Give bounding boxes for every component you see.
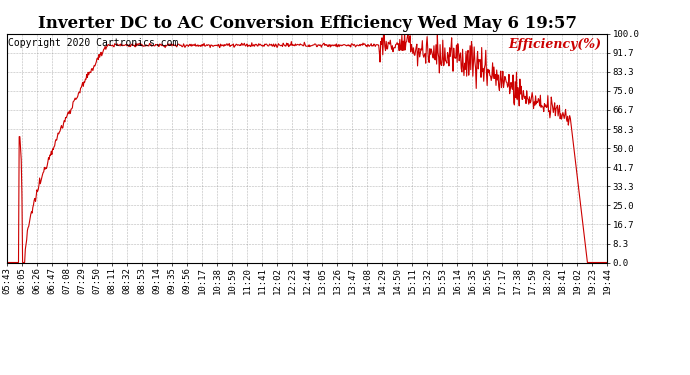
Text: Copyright 2020 Cartronics.com: Copyright 2020 Cartronics.com [8, 38, 179, 48]
Title: Inverter DC to AC Conversion Efficiency Wed May 6 19:57: Inverter DC to AC Conversion Efficiency … [37, 15, 577, 32]
Text: Efficiency(%): Efficiency(%) [509, 38, 601, 51]
